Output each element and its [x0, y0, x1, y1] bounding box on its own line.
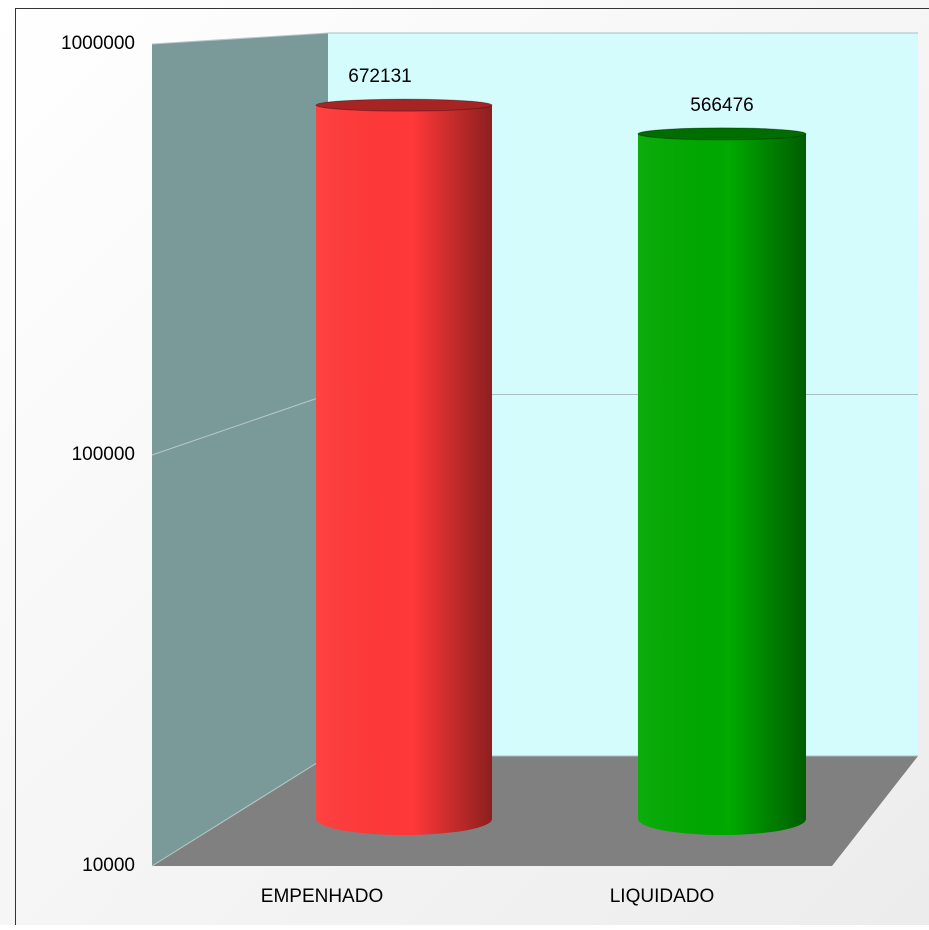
bar-top-shade	[638, 128, 806, 140]
x-tick-label: LIQUIDADO	[610, 886, 715, 907]
value-label: 672131	[348, 66, 411, 87]
value-label: 566476	[690, 95, 753, 116]
bar-shading	[638, 134, 806, 835]
y-tick-label: 10000	[82, 855, 135, 876]
side-wall	[152, 33, 328, 866]
bar-top-shade	[316, 99, 492, 111]
y-tick-label: 1000000	[61, 33, 135, 54]
x-tick-label: EMPENHADO	[261, 886, 383, 907]
bar-shading	[316, 105, 492, 835]
y-tick-label: 100000	[72, 444, 135, 465]
